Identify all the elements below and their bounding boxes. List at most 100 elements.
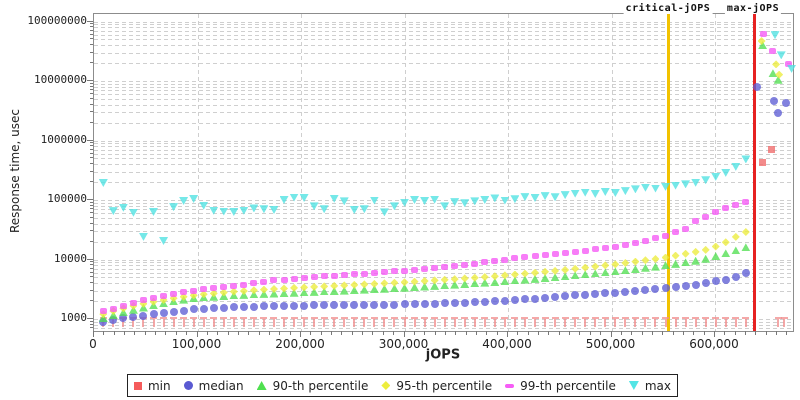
x-tick-minor — [258, 331, 260, 335]
point-99-th percentile — [210, 285, 218, 292]
x-tick-minor — [693, 331, 695, 335]
y-tick — [90, 51, 93, 53]
h-gridline — [94, 171, 793, 173]
h-gridline — [94, 52, 793, 54]
90-th-marker-icon — [256, 381, 267, 390]
h-gridline — [94, 319, 793, 320]
point-95-th percentile — [239, 286, 248, 295]
point-max — [420, 197, 430, 206]
point-max — [349, 205, 359, 214]
v-gridline — [611, 14, 613, 331]
point-99-th percentile — [370, 269, 378, 276]
y-tick-label: 100000000 — [27, 13, 87, 27]
point-90-th percentile — [650, 262, 660, 271]
x-tick-minor — [279, 331, 281, 335]
point-99-th percentile — [601, 245, 609, 251]
point-max — [711, 172, 721, 181]
99-th-marker-icon — [505, 383, 515, 388]
point-95-th percentile — [601, 261, 610, 270]
y-tick — [90, 23, 93, 25]
y-tick — [90, 97, 93, 99]
point-95-th percentile — [300, 283, 309, 292]
h-gridline — [94, 213, 793, 215]
x-tick-minor — [734, 331, 736, 335]
x-tick-minor — [124, 331, 126, 335]
point-99-th percentile — [551, 250, 559, 257]
h-gridline — [94, 24, 793, 26]
point-99-th percentile — [390, 268, 398, 275]
point-max — [309, 202, 319, 211]
point-max — [681, 180, 691, 189]
point-99-th percentile — [631, 239, 639, 246]
point-max — [179, 197, 189, 206]
point-median — [551, 292, 560, 301]
point-95-th percentile — [571, 264, 580, 273]
point-95-th percentile — [179, 292, 188, 301]
point-min — [190, 317, 198, 327]
point-median — [774, 108, 783, 117]
point-median — [520, 295, 529, 304]
point-max — [229, 207, 239, 216]
y-tick — [90, 148, 93, 150]
h-gridline — [94, 200, 793, 201]
x-tick-major — [610, 331, 612, 337]
point-95-th percentile — [551, 266, 560, 275]
y-tick — [90, 323, 93, 325]
y-tick — [90, 103, 93, 105]
point-90-th percentile — [299, 288, 309, 297]
h-gridline — [94, 98, 793, 100]
point-min — [170, 317, 178, 327]
point-median — [561, 292, 570, 301]
point-95-th percentile — [390, 278, 399, 287]
point-95-th percentile — [520, 269, 529, 278]
h-gridline — [94, 81, 793, 82]
point-min — [390, 317, 398, 327]
point-median — [782, 98, 791, 107]
x-tick-label: 500,000 — [585, 337, 636, 351]
point-99-th percentile — [139, 297, 147, 304]
y-tick — [90, 267, 93, 269]
point-median — [179, 306, 188, 315]
point-median — [741, 269, 750, 278]
x-tick-minor — [351, 331, 353, 335]
x-tick-minor — [672, 331, 674, 335]
x-tick-minor — [745, 331, 747, 335]
point-90-th percentile — [389, 284, 399, 293]
point-95-th percentile — [360, 280, 369, 289]
legend-item-90-th: 90-th percentile — [256, 379, 368, 393]
point-95-th percentile — [330, 281, 339, 290]
x-tick-label: 600,000 — [689, 337, 739, 351]
point-median — [280, 301, 289, 310]
y-tick — [90, 230, 93, 232]
x-tick-minor — [527, 331, 529, 335]
point-max — [540, 192, 550, 201]
x-tick-minor — [517, 331, 519, 335]
point-90-th percentile — [490, 277, 500, 286]
plot-area — [93, 13, 797, 332]
point-95-th percentile — [209, 289, 218, 298]
point-median — [691, 280, 700, 289]
point-90-th percentile — [773, 75, 783, 84]
max-marker-icon — [628, 381, 639, 390]
y-tick-label: 1000000 — [40, 132, 87, 146]
point-min — [521, 317, 529, 327]
point-90-th percentile — [349, 286, 359, 295]
point-99-th percentile — [401, 267, 408, 274]
point-99-th percentile — [742, 198, 750, 205]
point-99-th percentile — [411, 266, 419, 273]
x-tick-minor — [424, 331, 426, 335]
h-gridline — [94, 94, 793, 96]
x-tick-minor — [103, 331, 105, 335]
point-99-th percentile — [491, 258, 499, 265]
point-95-th percentile — [290, 283, 299, 292]
point-95-th percentile — [310, 282, 319, 291]
point-median — [199, 304, 208, 313]
point-max — [128, 208, 138, 217]
h-gridline — [94, 122, 793, 124]
point-max — [169, 203, 179, 212]
point-90-th percentile — [440, 281, 450, 290]
point-95-th percentile — [249, 286, 258, 295]
v-gridline — [715, 14, 716, 331]
point-95-th percentile — [691, 247, 700, 256]
h-gridline — [94, 272, 793, 274]
